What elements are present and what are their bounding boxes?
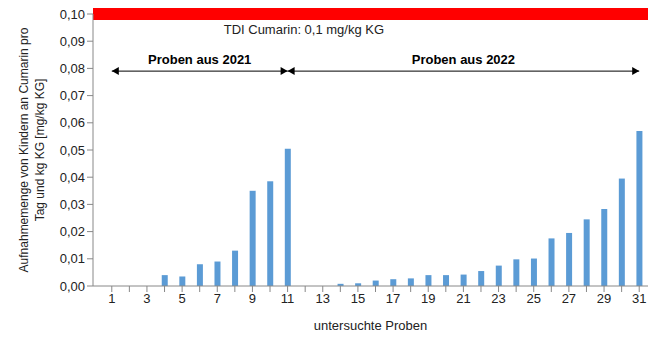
svg-text:9: 9 bbox=[249, 291, 256, 306]
svg-text:0,05: 0,05 bbox=[60, 143, 85, 158]
svg-text:0,03: 0,03 bbox=[60, 197, 85, 212]
svg-text:TDI Cumarin: 0,1 mg/kg KG: TDI Cumarin: 0,1 mg/kg KG bbox=[224, 22, 384, 37]
svg-text:Proben aus 2021: Proben aus 2021 bbox=[148, 52, 251, 67]
svg-text:27: 27 bbox=[562, 291, 576, 306]
svg-text:11: 11 bbox=[281, 291, 295, 306]
svg-text:17: 17 bbox=[386, 291, 400, 306]
svg-text:0,04: 0,04 bbox=[60, 170, 85, 185]
svg-text:0,09: 0,09 bbox=[60, 34, 85, 49]
svg-text:1: 1 bbox=[108, 291, 115, 306]
svg-text:3: 3 bbox=[143, 291, 150, 306]
svg-text:21: 21 bbox=[456, 291, 470, 306]
svg-text:5: 5 bbox=[178, 291, 185, 306]
svg-text:0,06: 0,06 bbox=[60, 115, 85, 130]
svg-text:Proben aus 2022: Proben aus 2022 bbox=[412, 52, 515, 67]
svg-text:0,08: 0,08 bbox=[60, 61, 85, 76]
svg-text:0,00: 0,00 bbox=[60, 279, 85, 294]
svg-text:23: 23 bbox=[491, 291, 505, 306]
svg-text:0,10: 0,10 bbox=[60, 8, 85, 22]
svg-text:0,07: 0,07 bbox=[60, 88, 85, 103]
svg-text:31: 31 bbox=[632, 291, 646, 306]
svg-text:0,02: 0,02 bbox=[60, 224, 85, 239]
svg-text:untersuchte Proben: untersuchte Proben bbox=[314, 318, 427, 333]
svg-text:19: 19 bbox=[421, 291, 435, 306]
svg-text:13: 13 bbox=[316, 291, 330, 306]
svg-text:7: 7 bbox=[214, 291, 221, 306]
svg-text:15: 15 bbox=[351, 291, 365, 306]
svg-text:Aufnahmemenge von Kindern an: Aufnahmemenge von Kindern an Cumarin pro… bbox=[17, 27, 47, 272]
svg-text:0,01: 0,01 bbox=[60, 251, 85, 266]
svg-text:29: 29 bbox=[597, 291, 611, 306]
svg-text:25: 25 bbox=[526, 291, 540, 306]
